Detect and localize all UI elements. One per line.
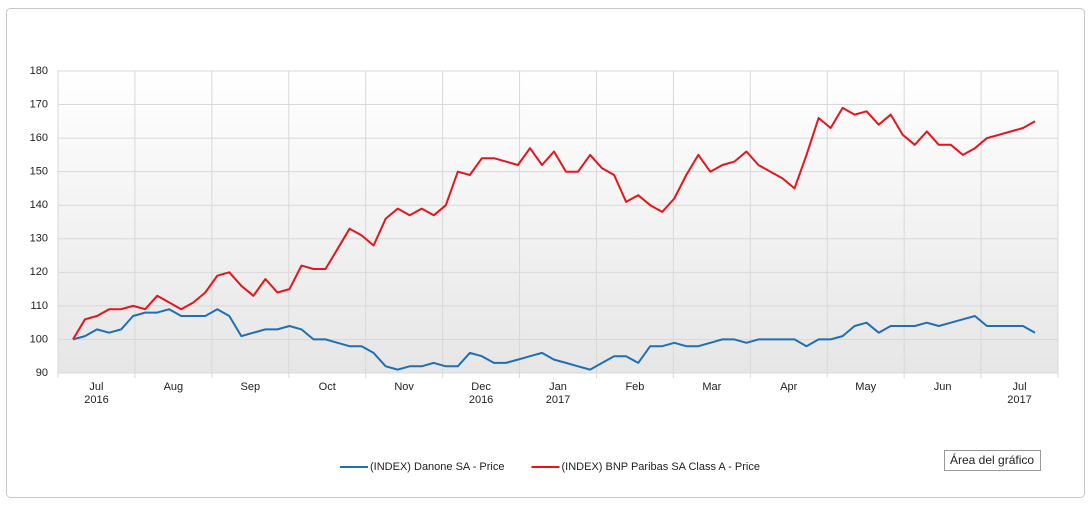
x-tick-label: Nov: [394, 381, 414, 393]
plot-area: [57, 70, 1059, 374]
y-tick-label: 120: [30, 266, 48, 278]
x-tick-year: 2017: [546, 394, 570, 406]
y-tick-label: 160: [30, 132, 48, 144]
y-tick-label: 110: [30, 300, 48, 312]
y-tick-label: 150: [30, 166, 48, 178]
tooltip: Área del gráfico: [944, 450, 1041, 471]
x-tick-year: 2016: [84, 394, 108, 406]
y-tick-label: 90: [36, 367, 48, 379]
x-tick-label: Feb: [625, 381, 644, 393]
x-tick-label: Oct: [319, 381, 336, 393]
x-tick-label: Apr: [780, 381, 797, 393]
series-line: [72, 308, 1036, 371]
x-tick-year: 2017: [1007, 394, 1031, 406]
y-tick-label: 180: [30, 65, 48, 77]
x-tick-year: 2016: [469, 394, 493, 406]
legend-label: (INDEX) BNP Paribas SA Class A - Price: [562, 461, 760, 473]
y-tick-label: 140: [30, 199, 48, 211]
tooltip-box: [944, 450, 1041, 471]
x-tick-label: Jul: [1013, 381, 1027, 393]
x-tick-label: Jul: [89, 381, 103, 393]
legend-label: (INDEX) Danone SA - Price: [370, 461, 505, 473]
series-line: [72, 106, 1036, 340]
x-tick-label: Aug: [164, 381, 184, 393]
y-tick-label: 170: [30, 98, 48, 110]
y-tick-label: 100: [30, 333, 48, 345]
x-tick-label: Mar: [702, 381, 721, 393]
x-tick-label: Sep: [241, 381, 261, 393]
x-tick-label: Jan: [549, 381, 567, 393]
x-tick-label: Jun: [934, 381, 952, 393]
y-tick-label: 130: [30, 233, 48, 245]
x-tick-label: May: [855, 381, 876, 393]
x-tick-label: Dec: [471, 381, 491, 393]
tooltip-text: Área del gráfico: [950, 452, 1034, 467]
